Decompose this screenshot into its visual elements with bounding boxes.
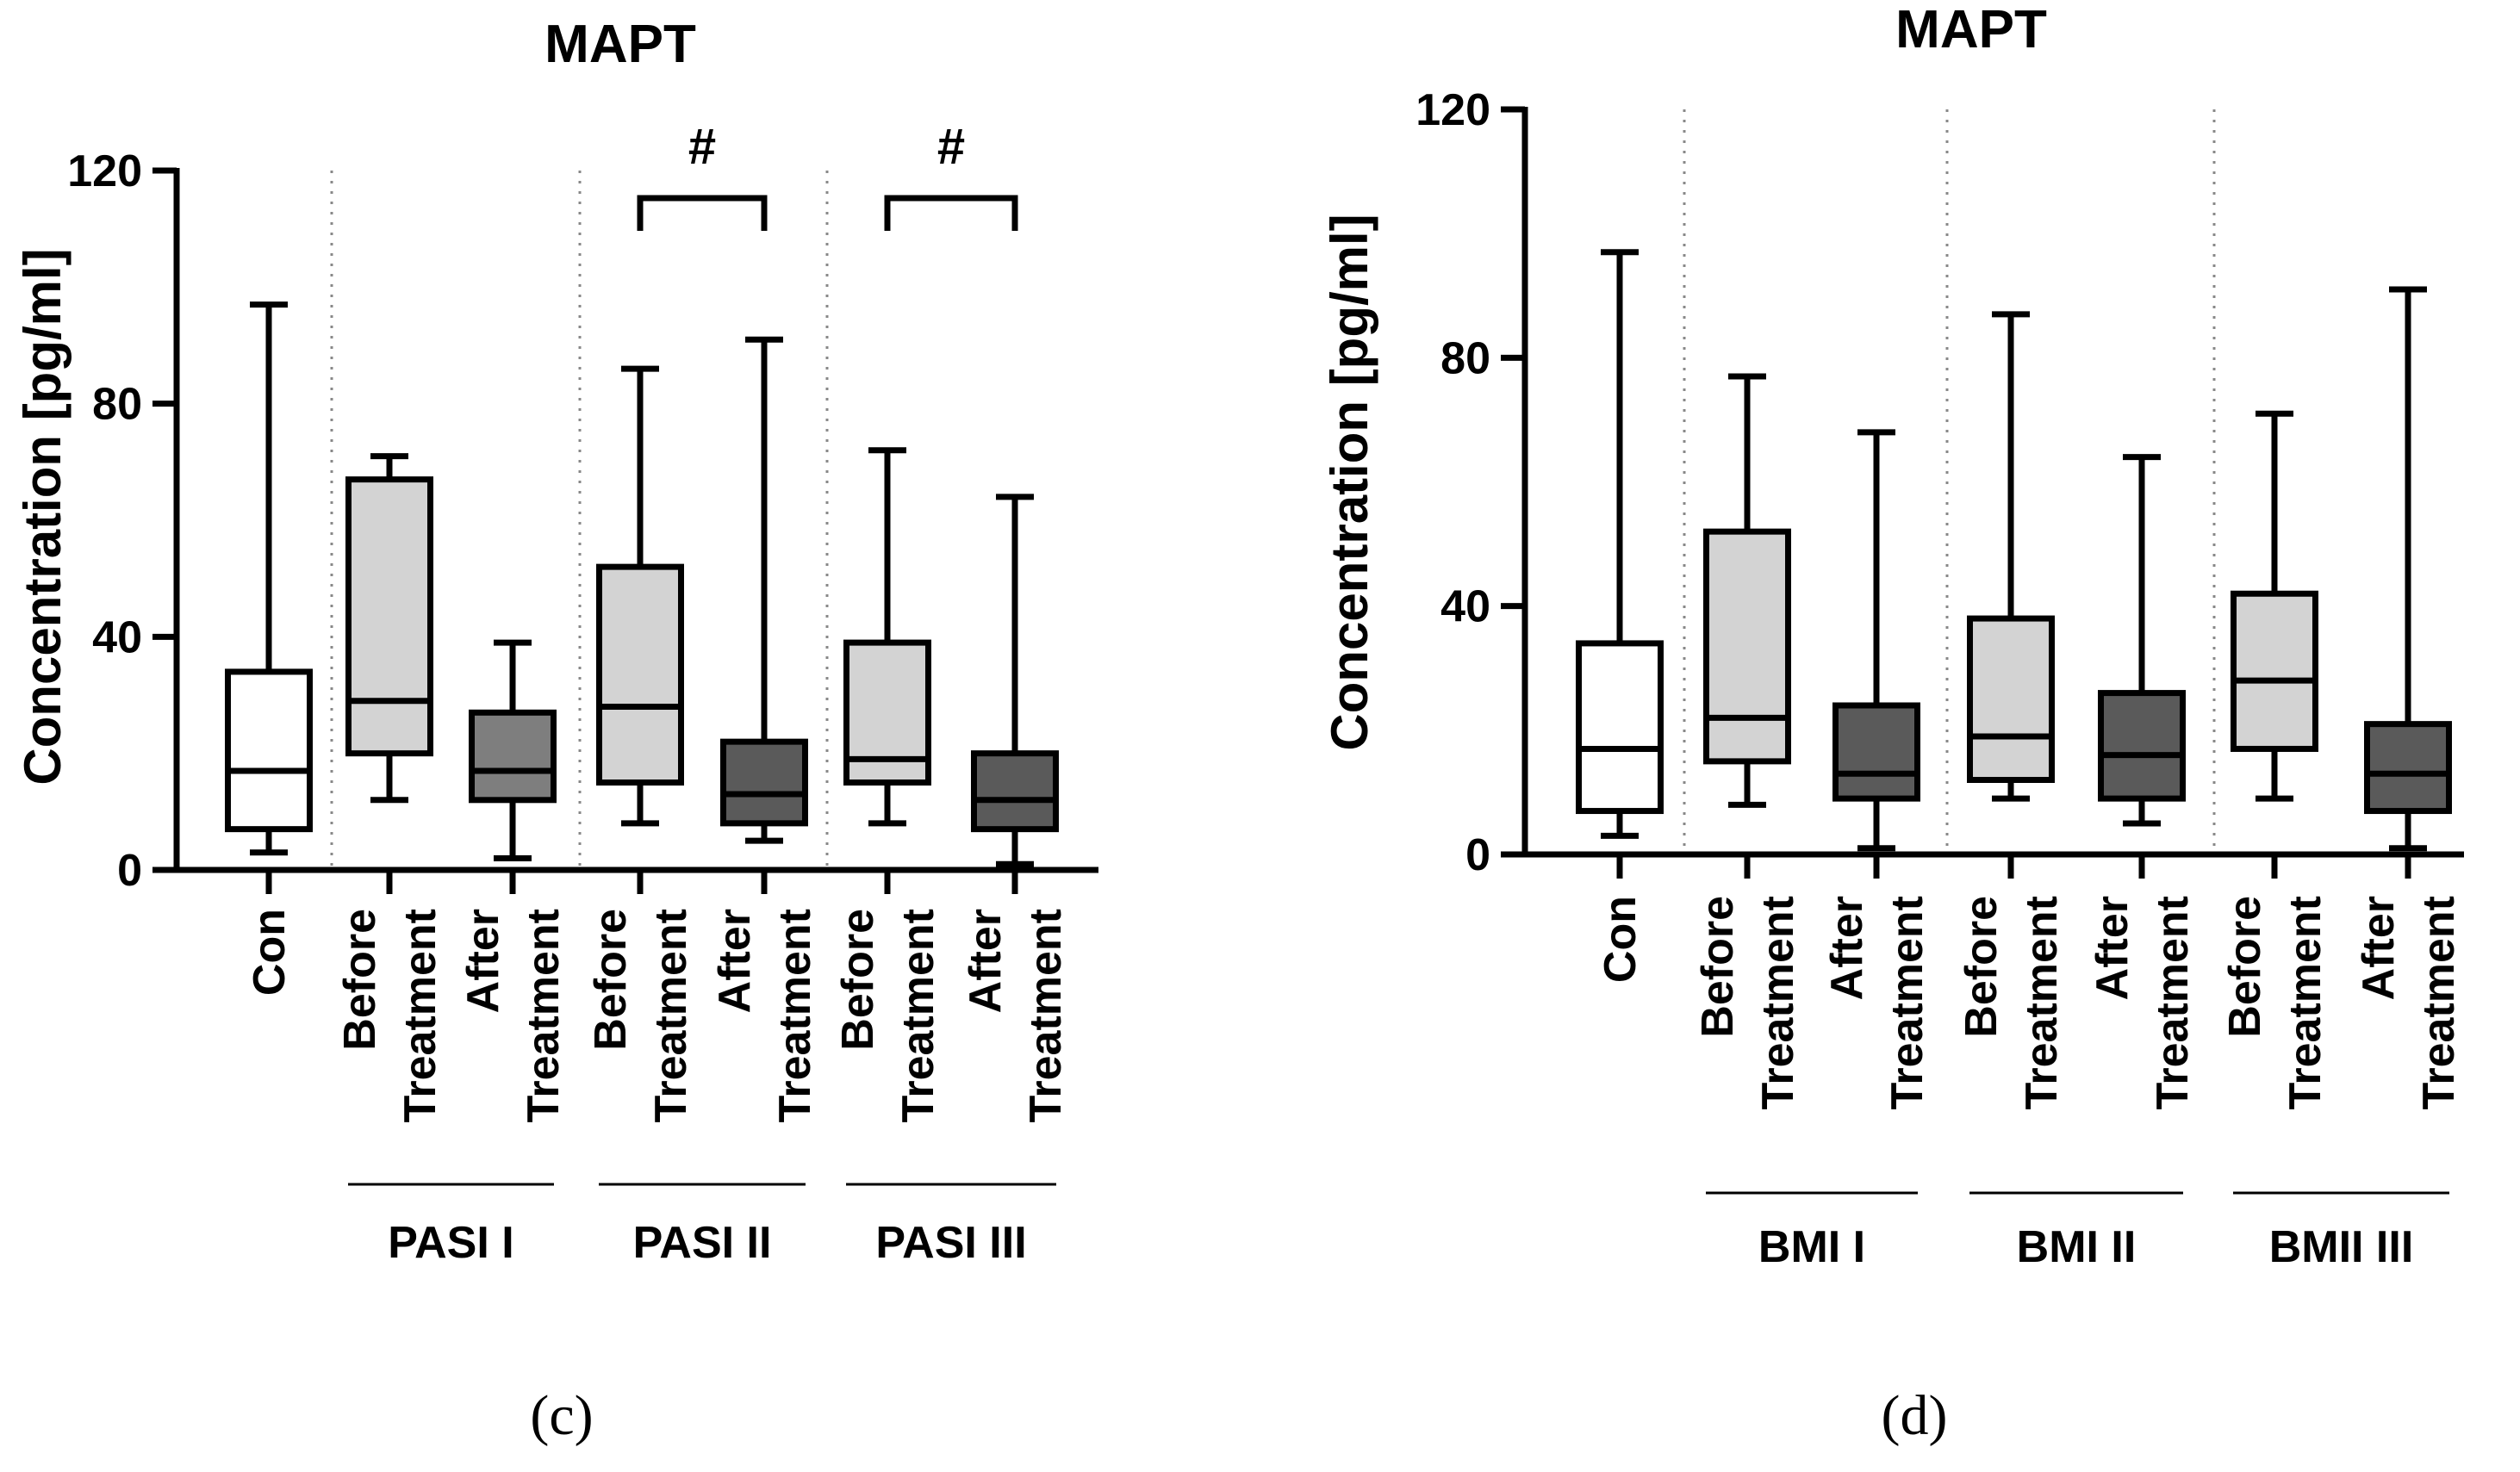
- iqr-box: [225, 668, 313, 833]
- significance-marker-1: #: [937, 119, 965, 175]
- box-2: After Treatment: [458, 639, 569, 1123]
- x-category-label: Before: [1693, 896, 1743, 1038]
- iqr-box: [1832, 702, 1920, 802]
- significance-bracket-0: [637, 195, 768, 231]
- iqr-box: [2364, 721, 2452, 815]
- iqr-box: [596, 563, 684, 786]
- iqr-box: [345, 476, 433, 757]
- group-label-0: BMI I: [1758, 1222, 1865, 1272]
- group-label-0: PASI I: [388, 1218, 513, 1268]
- y-tick-label-120: 120: [1416, 85, 1490, 135]
- box-5: Before Treatment: [833, 447, 943, 1123]
- x-category-label: Treatment: [1021, 909, 1071, 1123]
- x-category-label: Con: [1596, 896, 1646, 983]
- significance-bracket-1: [884, 195, 1018, 231]
- x-category-label: Con: [245, 909, 295, 996]
- x-category-label: Treatment: [1882, 896, 1932, 1110]
- box-3: Before Treatment: [586, 365, 696, 1123]
- y-tick-label-0: 0: [1465, 830, 1490, 880]
- x-category-label: Before: [2220, 896, 2270, 1038]
- box-0: Con: [225, 301, 313, 996]
- x-category-label: Treatment: [2017, 896, 2067, 1110]
- y-axis-label: Concentration [pg/ml]: [14, 248, 72, 785]
- box-4: After Treatment: [2088, 454, 2198, 1110]
- x-category-label: Before: [335, 909, 385, 1051]
- x-category-label: Treatment: [395, 909, 445, 1123]
- y-tick-label-120: 120: [67, 146, 142, 196]
- iqr-box: [1703, 528, 1791, 765]
- box-3: Before Treatment: [1957, 311, 2067, 1110]
- x-category-label: Treatment: [646, 909, 696, 1123]
- y-tick-label-80: 80: [92, 380, 142, 430]
- chart-title: MAPT: [1895, 0, 2047, 59]
- box-1: Before Treatment: [1693, 373, 1803, 1110]
- iqr-box: [469, 709, 557, 804]
- iqr-box: [720, 738, 808, 827]
- x-category-label: After: [1822, 896, 1872, 1000]
- box-4: After Treatment: [710, 336, 820, 1123]
- y-axis-label: Concentration [pg/ml]: [1321, 214, 1378, 750]
- x-category-label: Before: [1957, 896, 2007, 1038]
- significance-marker-0: #: [688, 119, 716, 175]
- box-6: After Treatment: [2354, 286, 2464, 1110]
- x-category-label: Before: [833, 909, 883, 1051]
- x-category-label: Before: [586, 909, 636, 1051]
- group-label-1: BMI II: [2017, 1222, 2137, 1272]
- box-6: After Treatment: [961, 494, 1071, 1123]
- panel-label: (c): [530, 1384, 593, 1447]
- x-category-label: After: [2354, 896, 2404, 1000]
- chart-title: MAPT: [544, 15, 696, 74]
- x-category-label: Treatment: [2280, 896, 2330, 1110]
- box-1: Before Treatment: [335, 453, 445, 1123]
- y-tick-label-80: 80: [1440, 333, 1490, 383]
- group-label-2: PASI III: [875, 1218, 1026, 1268]
- panel-c-chart: MAPT Concentration [pg/ml] 0 40 80 120 Con Befo…: [14, 15, 1098, 1447]
- box-0: Con: [1576, 249, 1664, 983]
- x-category-label: Treatment: [770, 909, 820, 1123]
- iqr-box: [1967, 615, 2055, 783]
- panel-label: (d): [1882, 1384, 1948, 1447]
- x-category-label: Treatment: [2148, 896, 2198, 1110]
- x-category-label: After: [458, 909, 508, 1013]
- x-category-label: Treatment: [2414, 896, 2464, 1110]
- iqr-box: [2231, 590, 2318, 752]
- group-label-2: BMII III: [2269, 1222, 2414, 1272]
- x-category-label: After: [961, 909, 1011, 1013]
- x-category-label: After: [710, 909, 760, 1013]
- iqr-box: [971, 750, 1059, 833]
- y-tick-label-40: 40: [92, 612, 142, 662]
- x-category-label: Treatment: [893, 909, 943, 1123]
- x-category-label: After: [2088, 896, 2137, 1000]
- y-tick-label-0: 0: [117, 846, 142, 896]
- box-2: After Treatment: [1822, 429, 1932, 1110]
- iqr-box: [1576, 640, 1664, 815]
- x-category-label: Treatment: [519, 909, 569, 1123]
- panel-d-chart: MAPT Concentration [pg/ml] 0 40 80 120 Con Befo…: [1321, 0, 2464, 1447]
- x-category-label: Treatment: [1753, 896, 1803, 1110]
- box-5: Before Treatment: [2220, 410, 2330, 1110]
- group-label-1: PASI II: [633, 1218, 772, 1268]
- y-tick-label-40: 40: [1440, 582, 1490, 632]
- iqr-box: [2098, 690, 2186, 802]
